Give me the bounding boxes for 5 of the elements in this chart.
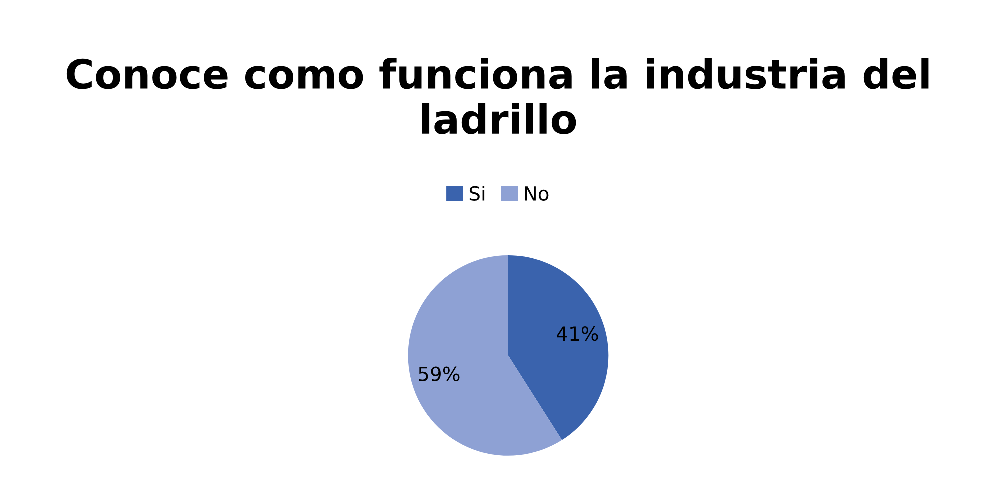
legend-label: No: [525, 186, 549, 202]
data-label: 59%: [419, 366, 460, 382]
chart-title: Conoce como funciona la industria del ladrillo: [66, 58, 929, 134]
legend-label: Si: [470, 186, 485, 202]
data-label: 41%: [557, 326, 598, 342]
